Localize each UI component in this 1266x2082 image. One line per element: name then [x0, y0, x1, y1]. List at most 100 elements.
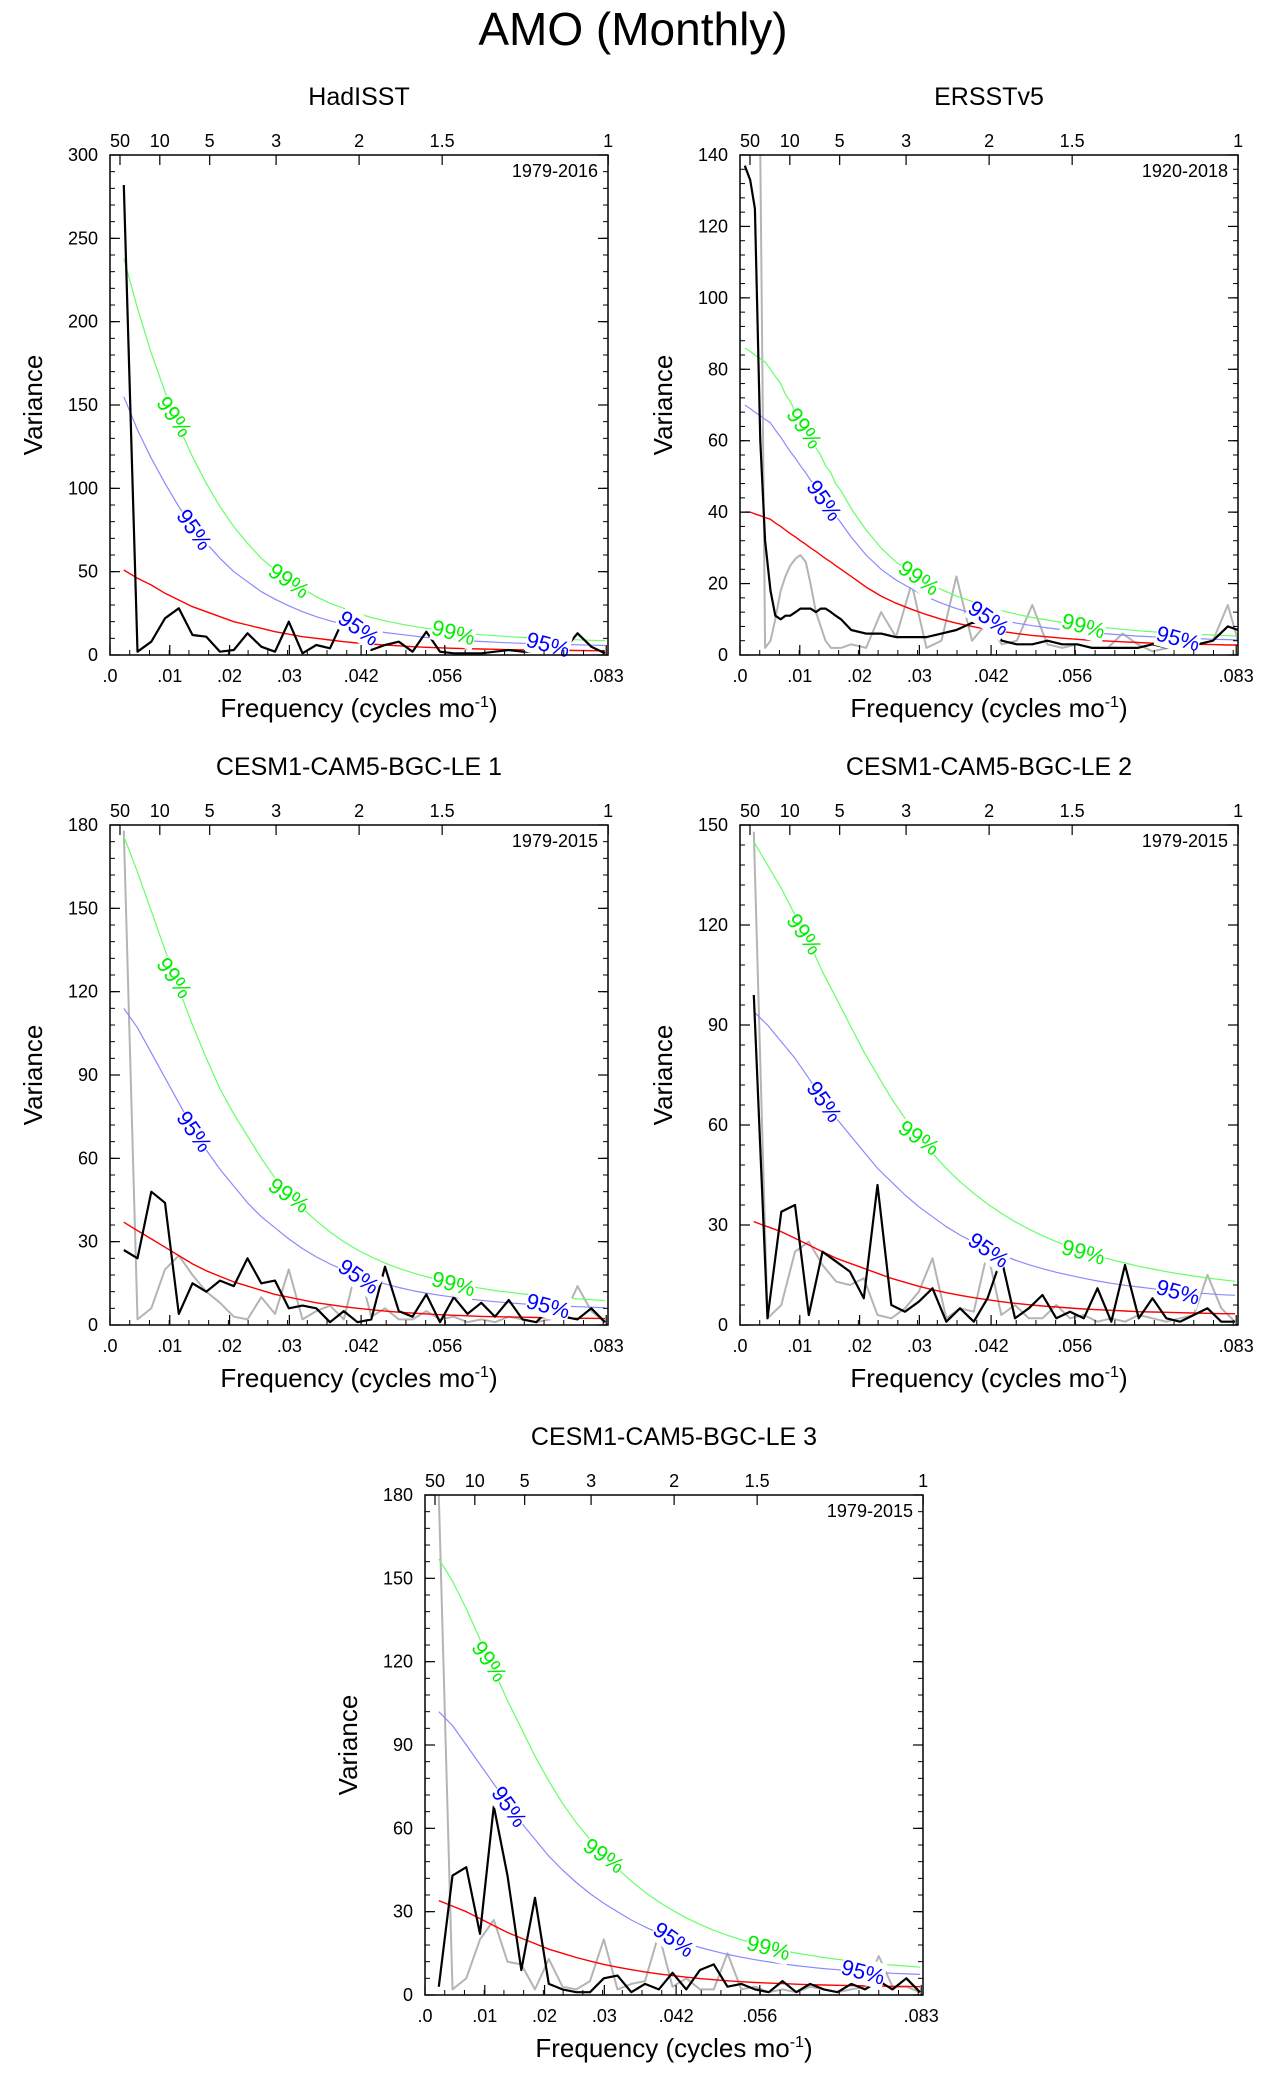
x-axis-label: Frequency (cycles mo-1)	[850, 693, 1127, 723]
significance-label: 99%	[894, 1115, 944, 1161]
significance-label: 99%	[466, 1636, 512, 1686]
significance-label-bg	[1153, 619, 1203, 657]
period-tick-label: 5	[835, 131, 845, 151]
x-tick-label: .02	[217, 1336, 242, 1356]
significance-label: 99%	[1059, 1234, 1108, 1270]
x-tick-label: .0	[732, 666, 747, 686]
period-tick-label: 50	[110, 131, 130, 151]
significance-label-bg	[744, 1928, 794, 1966]
period-tick-label: 10	[780, 131, 800, 151]
confidence-95-line	[744, 404, 1238, 641]
x-tick-label: .0	[417, 2006, 432, 2026]
y-axis-label: Variance	[18, 355, 48, 456]
significance-label-bg	[801, 474, 848, 526]
y-tick-label: 50	[78, 562, 98, 582]
period-range-label: 1920-2018	[1142, 161, 1228, 181]
y-tick-label: 0	[718, 645, 728, 665]
period-tick-label: 50	[110, 801, 130, 821]
y-tick-label: 60	[708, 431, 728, 451]
y-tick-label: 90	[78, 1065, 98, 1085]
significance-label-bg	[151, 952, 199, 1004]
y-tick-label: 100	[68, 478, 98, 498]
y-tick-label: 30	[708, 1215, 728, 1235]
x-tick-label: .042	[974, 1336, 1009, 1356]
x-tick-label: .056	[1057, 1336, 1092, 1356]
period-tick-label: 1	[603, 801, 613, 821]
significance-label-bg	[963, 1226, 1015, 1273]
significance-label: 95%	[801, 1077, 847, 1127]
significance-label-bg	[171, 1105, 218, 1157]
period-tick-label: 10	[150, 131, 170, 151]
x-axis-label: Frequency (cycles mo-1)	[850, 1363, 1127, 1393]
y-tick-label: 0	[718, 1315, 728, 1335]
significance-label-bg	[578, 1831, 630, 1879]
period-tick-label: 1	[918, 1471, 928, 1491]
significance-label-bg	[486, 1780, 533, 1832]
period-range-label: 1979-2016	[512, 161, 598, 181]
significance-label-bg	[1059, 607, 1109, 644]
significance-label: 95%	[801, 475, 847, 525]
significance-label-bg	[151, 390, 199, 442]
y-tick-label: 200	[68, 312, 98, 332]
x-tick-label: .02	[847, 666, 872, 686]
chart-title: HadISST	[308, 83, 409, 111]
significance-label-bg	[1059, 1233, 1109, 1270]
y-tick-label: 0	[88, 645, 98, 665]
reference-spectrum-line	[437, 1495, 921, 1994]
x-tick-label: .042	[344, 666, 379, 686]
period-tick-label: 10	[150, 801, 170, 821]
significance-label-bg	[781, 908, 829, 960]
significance-label: 95%	[524, 1288, 573, 1324]
y-tick-label: 30	[78, 1232, 98, 1252]
confidence-99-line	[438, 1558, 921, 1968]
x-tick-label: .03	[277, 1336, 302, 1356]
period-tick-label: 50	[740, 801, 760, 821]
confidence-99-line	[123, 835, 606, 1302]
x-tick-label: .03	[277, 666, 302, 686]
period-tick-label: 1.5	[430, 131, 455, 151]
y-axis-label: Variance	[648, 1025, 678, 1126]
period-tick-label: 3	[271, 131, 281, 151]
y-tick-label: 120	[68, 982, 98, 1002]
x-tick-label: .03	[907, 1336, 932, 1356]
x-tick-label: .03	[907, 666, 932, 686]
y-tick-label: 60	[78, 1148, 98, 1168]
period-tick-label: 3	[901, 801, 911, 821]
significance-label-bg	[1153, 1273, 1203, 1310]
x-tick-label: .083	[1219, 1336, 1254, 1356]
period-tick-label: 50	[740, 131, 760, 151]
chart-panel-cesm-le3: CESM1-CAM5-BGC-LE 399%95%99%95% 99%95%030…	[333, 1423, 939, 2063]
period-tick-label: 2	[669, 1471, 679, 1491]
y-tick-label: 30	[393, 1902, 413, 1922]
significance-label-bg	[523, 625, 573, 663]
x-tick-label: .083	[904, 2006, 939, 2026]
confidence-99-line	[753, 841, 1236, 1282]
y-tick-label: 60	[708, 1115, 728, 1135]
period-tick-label: 2	[984, 801, 994, 821]
y-tick-label: 120	[698, 216, 728, 236]
significance-label: 99%	[781, 909, 827, 959]
y-tick-label: 250	[68, 228, 98, 248]
x-tick-label: .056	[427, 1336, 462, 1356]
period-tick-label: 2	[984, 131, 994, 151]
period-tick-label: 3	[586, 1471, 596, 1491]
period-tick-label: 1.5	[745, 1471, 770, 1491]
x-tick-label: .01	[472, 2006, 497, 2026]
y-tick-label: 0	[403, 1985, 413, 2005]
y-tick-label: 150	[68, 395, 98, 415]
x-tick-label: .042	[659, 2006, 694, 2026]
significance-label: 99%	[744, 1930, 793, 1966]
y-tick-label: 120	[698, 915, 728, 935]
chart-title: CESM1-CAM5-BGC-LE 1	[216, 753, 502, 781]
significance-label-bg	[429, 1265, 479, 1302]
significance-label-bg	[838, 1953, 888, 1990]
x-tick-label: .01	[157, 1336, 182, 1356]
period-tick-label: 5	[835, 801, 845, 821]
plot-frame	[109, 824, 609, 1326]
x-tick-label: .042	[974, 666, 1009, 686]
y-tick-label: 0	[88, 1315, 98, 1335]
period-tick-label: 1.5	[1060, 801, 1085, 821]
y-axis-label: Variance	[18, 1025, 48, 1126]
significance-label: 95%	[171, 1106, 217, 1156]
